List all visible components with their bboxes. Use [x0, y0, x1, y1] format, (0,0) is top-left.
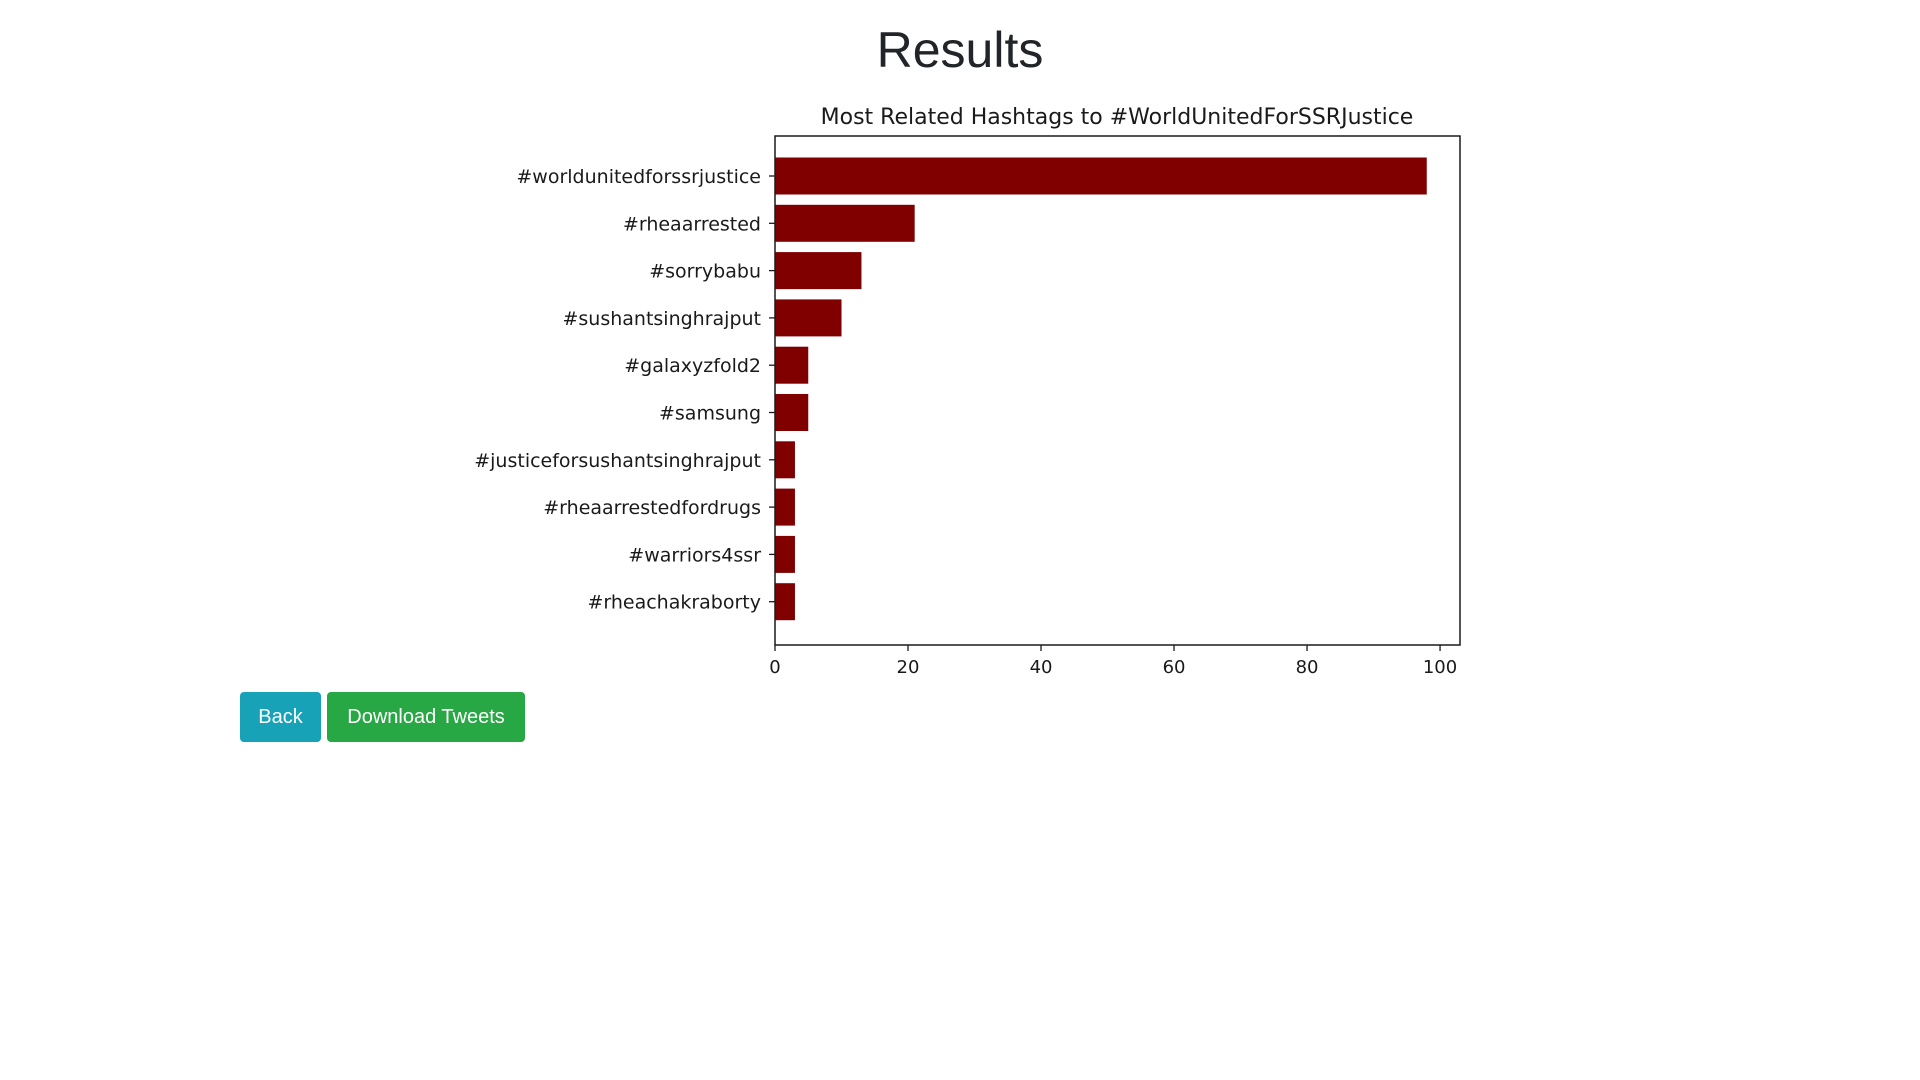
y-tick-label: #rheachakraborty [587, 592, 761, 614]
x-tick-label: 20 [897, 657, 920, 678]
chart-title: Most Related Hashtags to #WorldUnitedFor… [821, 105, 1414, 130]
y-tick-label: #rheaarrested [623, 213, 761, 235]
page-title: Results [876, 22, 1044, 78]
bar [775, 299, 842, 337]
y-tick-label: #rheaarrestedfordrugs [543, 497, 761, 519]
bar [775, 252, 862, 290]
y-tick-label: #sushantsinghrajput [562, 308, 761, 330]
x-tick-label: 40 [1030, 657, 1053, 678]
y-tick-label: #warriors4ssr [628, 544, 761, 566]
x-tick-label: 60 [1163, 657, 1186, 678]
download-tweets-button[interactable]: Download Tweets [327, 692, 525, 742]
hashtag-bar-chart: Most Related Hashtags to #WorldUnitedFor… [474, 105, 1461, 678]
action-buttons: Back Download Tweets [240, 692, 525, 742]
y-tick-label: #worldunitedforssrjustice [516, 166, 761, 188]
bar [775, 346, 809, 384]
plot-area: #worldunitedforssrjustice #rheaarrested #s… [474, 157, 1457, 678]
y-tick-label: #galaxyzfold2 [624, 355, 761, 377]
x-tick-label: 80 [1296, 657, 1319, 678]
bar [775, 204, 915, 242]
bar [775, 157, 1427, 195]
bar [775, 394, 809, 431]
plot-frame [774, 135, 1461, 646]
back-button[interactable]: Back [240, 692, 321, 742]
bar [775, 583, 795, 621]
y-tick-label: #justiceforsushantsinghrajput [474, 450, 761, 472]
x-tick-label: 0 [769, 657, 780, 678]
bar [775, 488, 795, 526]
bar [775, 441, 795, 479]
bar [775, 535, 795, 573]
x-tick-label: 100 [1423, 657, 1457, 678]
y-tick-label: #sorrybabu [649, 261, 761, 283]
y-tick-label: #samsung [659, 403, 761, 425]
